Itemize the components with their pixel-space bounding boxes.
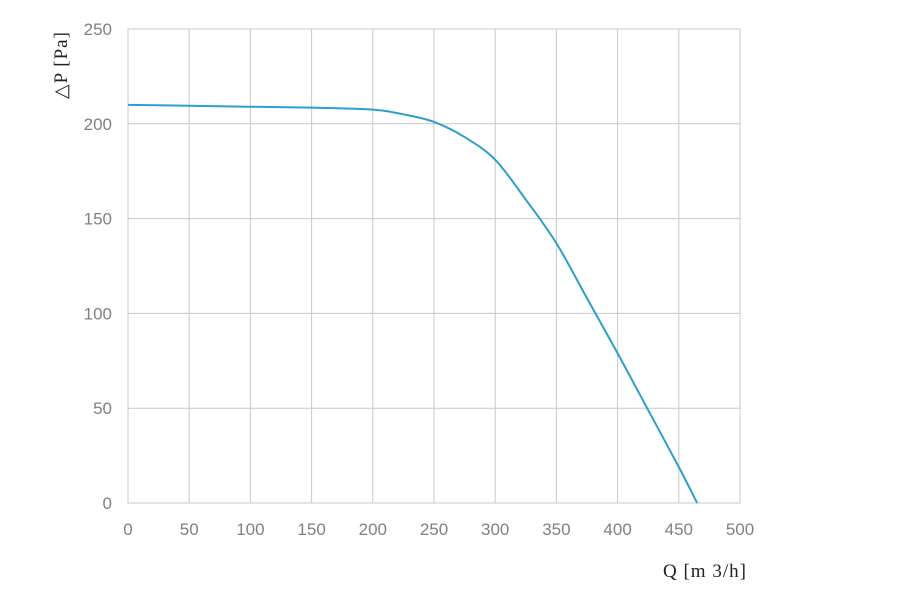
y-tick-label-0: 0 (103, 494, 112, 513)
y-tick-label-2: 100 (84, 304, 112, 323)
grid (127, 28, 741, 504)
x-tick-label-4: 200 (359, 520, 387, 539)
x-axis-label: Q [m 3/h] (663, 561, 747, 582)
plot-frame (127, 28, 741, 504)
x-tick-label-6: 300 (481, 520, 509, 539)
series-layer (127, 103, 699, 504)
x-tick-label-8: 400 (603, 520, 631, 539)
x-tick-label-5: 250 (420, 520, 448, 539)
x-tick-label-10: 500 (726, 520, 754, 539)
series-line-0 (127, 103, 699, 504)
y-tick-label-3: 150 (84, 210, 112, 229)
x-tick-label-1: 50 (180, 520, 199, 539)
x-tick-label-2: 100 (236, 520, 264, 539)
x-tick-label-9: 450 (665, 520, 693, 539)
x-tick-label-3: 150 (297, 520, 325, 539)
y-axis-label: △P [Pa] (51, 31, 72, 99)
y-tick-label-1: 50 (93, 399, 112, 418)
y-tick-label-5: 250 (84, 20, 112, 39)
y-axis-ticks: 0 50 100 150 200 250 (84, 20, 112, 513)
x-tick-label-0: 0 (123, 520, 132, 539)
y-tick-label-4: 200 (84, 115, 112, 134)
x-tick-label-7: 350 (542, 520, 570, 539)
x-axis-ticks: 0 50 100 150 200 250 300 350 400 450 500 (123, 520, 754, 539)
